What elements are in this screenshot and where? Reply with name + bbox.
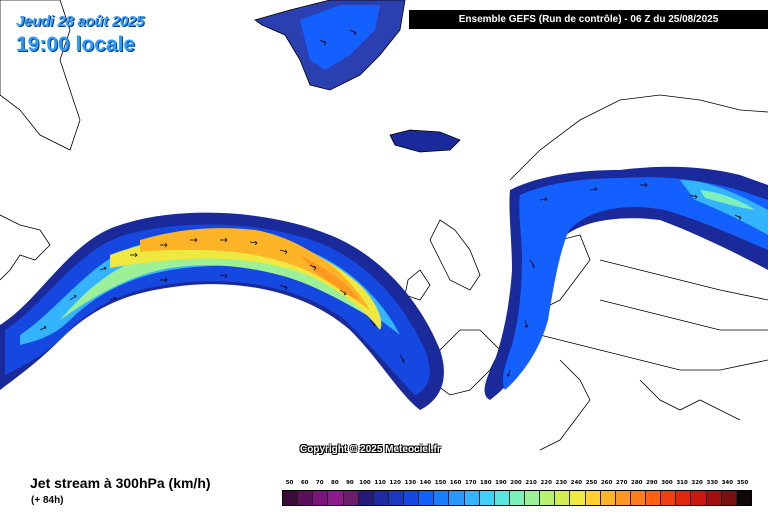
europe-coast [404,94,768,451]
color-scale-bar [282,490,752,506]
color-scale-label: 180 [480,480,492,486]
forecast-local-time: 19:00 locale [16,33,136,56]
color-scale-label: 200 [510,480,522,486]
forecast-lead-time: (+ 84h) [31,495,64,506]
color-scale-swatch [373,491,389,505]
color-scale-label: 130 [404,480,417,486]
color-scale-label: 160 [449,480,462,486]
iceland-coast [389,129,461,153]
color-scale-swatch [525,491,541,505]
color-scale-swatch [434,491,450,505]
color-scale-label: 310 [676,480,688,486]
color-scale-swatch [479,491,495,505]
footer: Jet stream à 300hPa (km/h) (+ 84h) 50 60 7… [0,470,768,512]
copyright-notice: Copyright © 2025 Meteociel.fr [300,444,441,455]
color-scale-swatch [646,491,662,505]
color-scale-swatch [283,491,299,505]
color-scale-swatch [661,491,677,505]
color-scale-swatch [706,491,722,505]
north-america-coast [0,214,51,281]
map-title: Jet stream à 300hPa (km/h) [30,475,211,491]
color-scale-swatch [343,491,359,505]
color-scale-swatch [494,491,510,505]
color-scale-swatch [585,491,601,505]
color-scale-label: 230 [555,480,568,486]
color-scale-swatch [540,491,556,505]
jet-stream-atlantic [0,212,444,410]
color-scale-label: 100 [359,480,371,486]
color-scale-swatch [600,491,616,505]
color-scale-label: 150 [434,480,447,486]
color-scale-labels: 50 60 70 80 90 100 110 120 130 140 150 160 170 180 190… [282,480,750,489]
color-scale-label: 120 [389,480,401,486]
color-scale-label: 270 [615,480,628,486]
color-scale-label: 90 [346,480,354,486]
color-scale-swatch [555,491,571,505]
color-scale-label: 220 [540,480,552,486]
color-scale-label: 290 [646,480,658,486]
color-scale-label: 260 [600,480,613,486]
color-scale-swatch [676,491,692,505]
color-scale-swatch [388,491,404,505]
color-scale-label: 190 [495,480,507,486]
color-scale-label: 210 [525,480,537,486]
color-scale-label: 80 [331,480,339,486]
color-scale-label: 140 [419,480,432,486]
color-scale-swatch [464,491,480,505]
color-scale-swatch [404,491,420,505]
color-scale-label: 60 [300,480,309,486]
jet-stream-europe [484,166,768,400]
color-scale-swatch [509,491,525,505]
color-scale-swatch [615,491,631,505]
forecast-date: Jeudi 28 août 2025 [16,13,144,30]
greenland-land [0,0,406,151]
weather-map [0,0,768,451]
color-scale-label: 50 [285,480,294,486]
color-scale-label: 350 [736,480,749,486]
color-scale-label: 330 [706,480,718,486]
color-scale-swatch [449,491,465,505]
color-scale-label: 250 [585,480,598,486]
color-scale-swatch [298,491,314,505]
color-scale-label: 340 [721,480,734,486]
color-scale-swatch [721,491,737,505]
color-scale-swatch [419,491,435,505]
color-scale-label: 320 [691,480,703,486]
color-scale-label: 70 [315,480,324,486]
color-scale-swatch [358,491,374,505]
model-run-info: Ensemble GEFS (Run de contrôle) - 06 Z d… [409,10,768,29]
color-scale-label: 170 [464,480,477,486]
wind-arrows [39,29,742,377]
color-scale-label: 110 [374,480,386,486]
color-scale-swatch [736,491,751,505]
color-scale-swatch [328,491,344,505]
color-scale-label: 300 [661,480,673,486]
color-scale-label: 240 [570,480,583,486]
color-scale-label: 280 [631,480,643,486]
color-scale-swatch [691,491,707,505]
color-scale-swatch [570,491,586,505]
color-scale-swatch [313,491,329,505]
color-scale-swatch [630,491,646,505]
